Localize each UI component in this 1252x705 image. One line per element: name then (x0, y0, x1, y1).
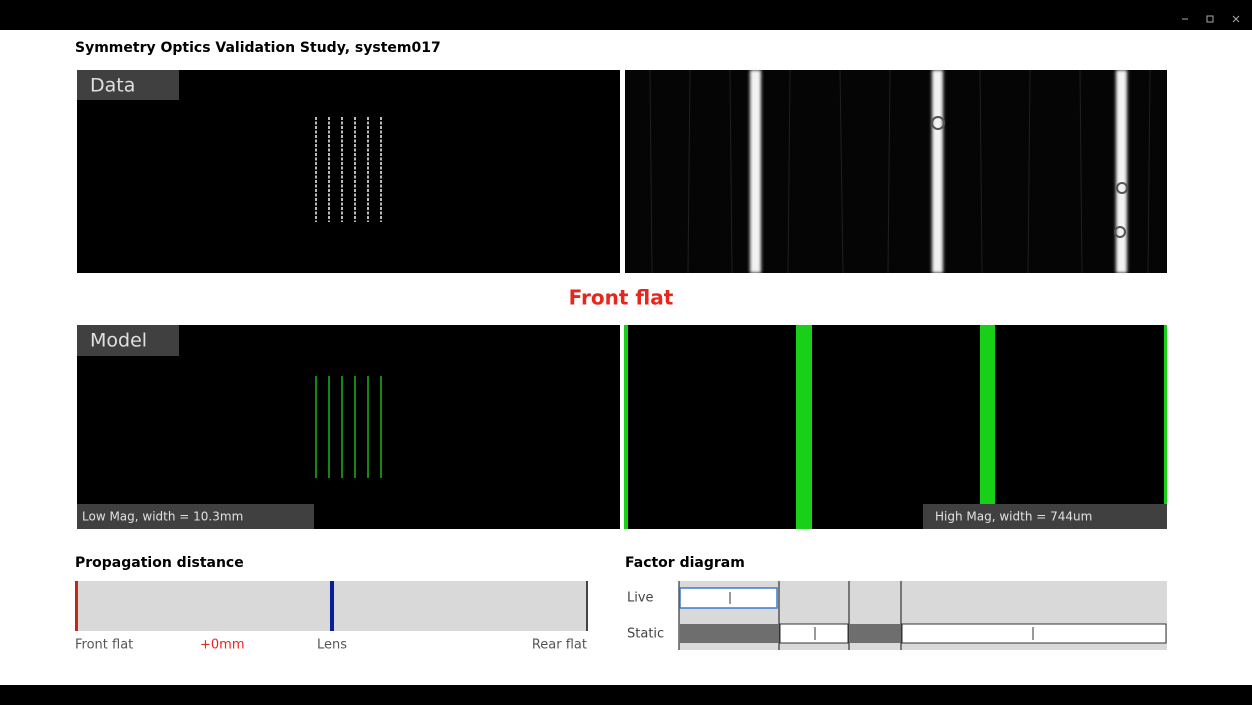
live-row-label: Live (627, 591, 654, 606)
data-low-mag-image (77, 70, 620, 273)
distance-readout: +0mm (200, 638, 245, 653)
data-label: Data (90, 75, 135, 97)
static-factor-fixed (850, 624, 901, 643)
data-high-mag-image (625, 70, 1167, 273)
static-factor[interactable] (780, 624, 848, 643)
propagation-title: Propagation distance (75, 555, 244, 571)
static-factor-fixed (680, 624, 779, 643)
lens-marker[interactable] (330, 581, 334, 631)
app-window: Symmetry Optics Validation Study, system… (0, 0, 1252, 705)
static-factor[interactable] (902, 624, 1166, 643)
high-mag-caption: High Mag, width = 744um (935, 510, 1092, 524)
model-high-mag-image (625, 325, 1167, 529)
front-flat-marker (75, 581, 78, 631)
live-factor[interactable] (680, 588, 777, 608)
low-mag-caption: Low Mag, width = 10.3mm (82, 510, 243, 524)
model-label: Model (90, 330, 147, 352)
rear-flat-label: Rear flat (532, 638, 587, 653)
bottom-bar (0, 685, 1252, 705)
window-title: Symmetry Optics Validation Study, system… (75, 40, 441, 56)
page: Symmetry Optics Validation Study, system… (0, 0, 1252, 705)
rear-flat-marker (586, 581, 588, 631)
lens-label: Lens (317, 638, 347, 653)
title-bar (0, 0, 1252, 30)
status-label: Front flat (569, 286, 674, 310)
static-row-label: Static (627, 627, 664, 642)
factor-title: Factor diagram (625, 555, 745, 571)
front-flat-label: Front flat (75, 638, 133, 653)
